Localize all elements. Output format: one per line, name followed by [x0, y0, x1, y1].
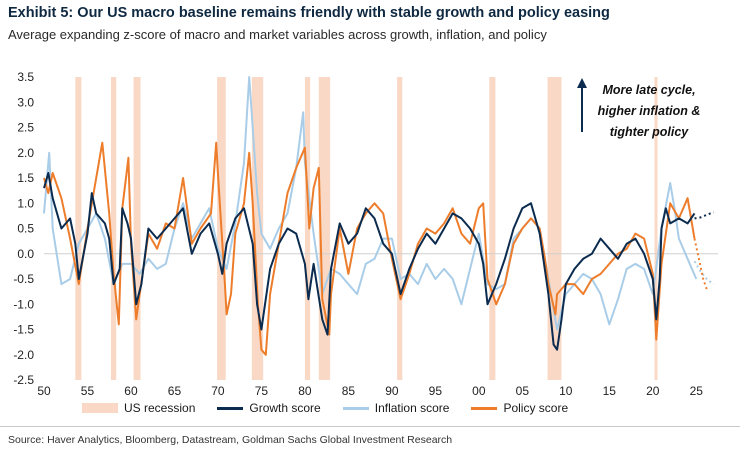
- legend-swatch-growth: [217, 406, 244, 410]
- legend-item-recession: US recession: [82, 401, 195, 415]
- legend-label-inflation: Inflation score: [374, 401, 450, 415]
- legend-item-growth: Growth score: [217, 401, 321, 415]
- x-tick-label: 10: [559, 384, 573, 398]
- annotation-line-3: tighter policy: [609, 125, 689, 139]
- y-tick-label: 3.5: [17, 70, 34, 84]
- y-tick-label: -2.5: [13, 373, 34, 387]
- legend-label-recession: US recession: [124, 401, 196, 415]
- series-line-growth: [43, 172, 696, 351]
- forecast-line-policy: [693, 238, 709, 292]
- x-tick-label: 50: [37, 384, 51, 398]
- legend-label-growth: Growth score: [249, 401, 321, 415]
- recession-band-6: [318, 77, 331, 380]
- late-cycle-annotation: More late cycle, higher inflation & tigh…: [590, 80, 708, 143]
- x-tick-label: 05: [516, 384, 530, 398]
- y-tick-label: -1.5: [13, 323, 34, 337]
- chart-legend: US recession Growth score Inflation scor…: [82, 401, 590, 415]
- legend-label-policy: Policy score: [503, 401, 569, 415]
- x-tick-label: 55: [81, 384, 95, 398]
- chart-subtitle: Average expanding z-score of macro and m…: [8, 27, 547, 42]
- forecast-line-growth: [694, 211, 715, 220]
- recession-band-10: [654, 77, 658, 380]
- annotation-line-2: higher inflation &: [597, 104, 701, 118]
- chart-title: Exhibit 5: Our US macro baseline remains…: [8, 5, 610, 21]
- x-tick-label: 65: [168, 384, 182, 398]
- y-tick-label: 1.0: [17, 196, 34, 210]
- y-tick-label: 2.0: [17, 146, 34, 160]
- y-tick-label: 1.5: [17, 171, 34, 185]
- forecast-line-inflation: [693, 260, 715, 285]
- y-tick-label: -2.0: [13, 348, 34, 362]
- legend-swatch-inflation: [342, 406, 369, 410]
- series-line-policy: [43, 141, 696, 356]
- y-tick-label: 2.5: [17, 121, 34, 135]
- legend-swatch-policy: [471, 406, 498, 410]
- chart-canvas: 3.5 3.0 2.5 2.0 1.5 1.0 0.5 0.0 -0.5 -1.0 -1.5 -2.0…: [13, 70, 718, 398]
- x-tick-label: 70: [211, 384, 225, 398]
- source-note: Source: Haver Analytics, Bloomberg, Data…: [8, 434, 453, 446]
- recession-band-4: [251, 77, 264, 380]
- x-tick-label: 20: [646, 384, 660, 398]
- x-tick-label: 95: [429, 384, 443, 398]
- x-tick-label: 85: [342, 384, 356, 398]
- series-line-inflation: [43, 76, 698, 331]
- legend-item-inflation: Inflation score: [342, 401, 450, 415]
- y-tick-label: 0.5: [17, 222, 34, 236]
- x-tick-label: 25: [690, 384, 704, 398]
- x-tick-label: 75: [255, 384, 269, 398]
- recession-band-5: [304, 77, 311, 380]
- recession-band-7: [397, 77, 403, 380]
- legend-item-policy: Policy score: [471, 401, 568, 415]
- y-tick-label: 0.0: [17, 247, 34, 261]
- recession-band-0: [75, 77, 82, 380]
- recession-band-1: [110, 77, 117, 380]
- y-tick-label: -1.0: [13, 297, 34, 311]
- footer-divider: [0, 426, 740, 427]
- legend-swatch-recession: [82, 403, 118, 413]
- recession-band-8: [489, 77, 496, 380]
- annotation-arrow-head: [577, 78, 587, 88]
- y-tick-label: -0.5: [13, 272, 34, 286]
- recession-band-2: [133, 77, 141, 380]
- x-tick-label: 80: [298, 384, 312, 398]
- annotation-line-1: More late cycle,: [602, 83, 696, 97]
- recession-band-9: [547, 77, 562, 380]
- x-tick-label: 60: [124, 384, 138, 398]
- x-tick-label: 15: [603, 384, 617, 398]
- y-tick-label: 3.0: [17, 95, 34, 109]
- x-tick-label: 00: [472, 384, 486, 398]
- x-tick-label: 90: [385, 384, 399, 398]
